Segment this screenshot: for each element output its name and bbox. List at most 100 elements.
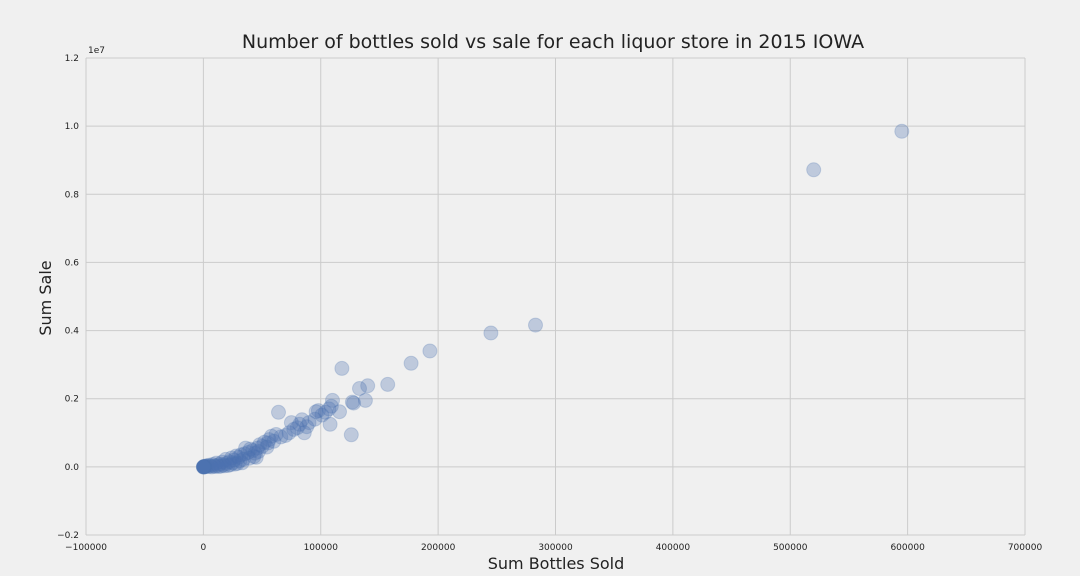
data-point — [332, 404, 347, 420]
data-point — [314, 407, 330, 423]
data-point — [240, 445, 256, 460]
data-point — [211, 459, 227, 474]
x-axis-label: Sum Bottles Sold — [488, 554, 625, 573]
data-point — [806, 162, 822, 178]
y-axis-label: Sum Sale — [36, 260, 55, 335]
data-point — [241, 450, 257, 466]
data-point — [252, 437, 268, 453]
data-point — [217, 458, 232, 474]
data-point — [238, 440, 254, 456]
data-point — [231, 449, 247, 465]
data-point — [256, 434, 272, 450]
data-point — [215, 457, 231, 473]
y-tick-label: 0.6 — [65, 258, 80, 268]
chart-title: Number of bottles sold vs sale for each … — [242, 31, 864, 53]
data-point — [260, 435, 276, 451]
data-point — [232, 453, 248, 469]
data-point — [220, 458, 236, 473]
data-point — [317, 404, 333, 420]
x-tick-label: 0 — [201, 543, 207, 553]
data-point — [528, 317, 543, 333]
data-point — [278, 428, 293, 443]
data-point — [266, 433, 282, 449]
x-tick-label: 200000 — [421, 543, 456, 553]
data-point — [225, 455, 241, 471]
y-tick-label: −0.2 — [57, 531, 79, 541]
data-point — [218, 451, 234, 467]
data-point — [321, 401, 337, 417]
data-point — [308, 404, 324, 420]
data-point — [323, 398, 339, 414]
data-point — [224, 450, 239, 466]
data-point — [310, 403, 326, 419]
data-point — [360, 378, 376, 394]
x-tick-label: 400000 — [656, 543, 691, 553]
data-point — [246, 449, 262, 465]
data-point — [219, 455, 235, 471]
data-point — [273, 429, 289, 445]
data-point — [346, 395, 362, 411]
y-tick-labels: −0.2 0.0 0.2 0.4 0.6 0.8 1.0 1.2 — [57, 54, 79, 541]
data-point — [294, 412, 310, 428]
data-point — [296, 425, 312, 441]
data-point — [357, 392, 373, 408]
y-tick-label: 0.2 — [65, 395, 79, 405]
x-tick-labels: −100000 0 100000 200000 300000 400000 500000 60… — [65, 543, 1042, 553]
data-point — [195, 459, 211, 475]
data-point — [343, 427, 359, 443]
y-tick-label: 0.0 — [65, 463, 80, 473]
data-point — [229, 455, 245, 471]
y-tick-label: 0.4 — [65, 327, 80, 337]
data-point — [422, 343, 438, 359]
data-point — [380, 376, 396, 392]
data-point — [259, 439, 275, 455]
data-points — [195, 123, 910, 475]
data-point — [212, 456, 228, 472]
data-point — [242, 441, 258, 457]
data-point — [254, 438, 270, 454]
data-point — [245, 443, 261, 458]
y-tick-label: 0.8 — [65, 190, 80, 200]
data-point — [234, 455, 250, 471]
data-point — [271, 404, 286, 420]
data-point — [286, 421, 302, 437]
data-point — [235, 451, 251, 467]
data-point — [228, 448, 244, 464]
data-point — [214, 454, 230, 470]
x-tick-label: −100000 — [65, 543, 107, 553]
data-point — [352, 381, 367, 396]
data-point — [301, 415, 317, 431]
x-tick-label: 700000 — [1008, 543, 1043, 553]
data-point — [233, 447, 249, 463]
data-point — [251, 444, 266, 459]
data-point — [307, 411, 323, 427]
data-point — [334, 360, 350, 376]
data-point — [261, 432, 277, 448]
data-point — [483, 325, 499, 341]
y-tick-label: 1.2 — [65, 54, 79, 64]
data-point — [247, 445, 263, 461]
data-point — [237, 446, 252, 462]
x-tick-label: 100000 — [304, 543, 339, 553]
data-point — [210, 458, 225, 473]
y-tick-label: 1.0 — [65, 122, 80, 132]
y-offset-label: 1e7 — [88, 46, 105, 56]
data-point — [281, 425, 297, 441]
data-point — [227, 456, 243, 472]
data-point — [213, 458, 229, 474]
data-point — [292, 416, 308, 432]
x-tick-label: 600000 — [890, 543, 925, 553]
data-point — [283, 415, 299, 431]
data-point — [322, 416, 338, 432]
data-point — [249, 440, 265, 456]
x-tick-label: 500000 — [773, 543, 808, 553]
data-point — [221, 454, 237, 470]
data-point — [208, 455, 224, 471]
data-point — [222, 457, 238, 473]
data-point — [248, 449, 264, 465]
data-point — [325, 392, 340, 408]
data-point — [264, 428, 279, 444]
data-point — [268, 427, 284, 442]
data-point — [894, 123, 910, 139]
